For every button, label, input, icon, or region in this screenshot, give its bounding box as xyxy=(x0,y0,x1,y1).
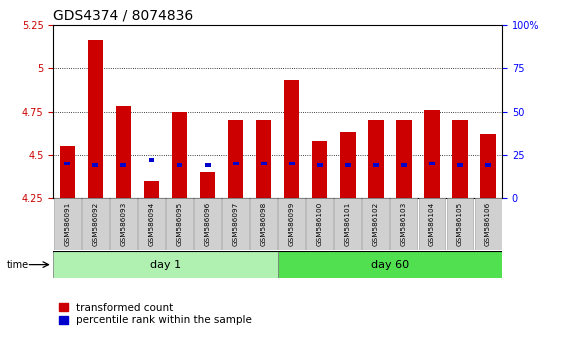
FancyBboxPatch shape xyxy=(419,198,445,250)
Bar xyxy=(452,120,468,198)
Text: GSM586095: GSM586095 xyxy=(177,202,182,246)
Bar xyxy=(485,164,491,167)
Bar xyxy=(233,162,238,165)
Text: GSM586091: GSM586091 xyxy=(65,202,70,246)
FancyBboxPatch shape xyxy=(362,198,389,250)
FancyBboxPatch shape xyxy=(278,198,305,250)
Bar xyxy=(116,106,131,198)
Bar xyxy=(312,141,328,198)
FancyBboxPatch shape xyxy=(222,198,249,250)
Bar xyxy=(368,120,384,198)
Text: GSM586094: GSM586094 xyxy=(149,202,154,246)
Text: day 1: day 1 xyxy=(150,259,181,270)
Text: GSM586103: GSM586103 xyxy=(401,202,407,246)
Bar xyxy=(121,164,126,167)
Text: GDS4374 / 8074836: GDS4374 / 8074836 xyxy=(53,8,194,22)
Bar xyxy=(396,120,412,198)
Bar xyxy=(401,164,407,167)
Bar xyxy=(177,164,182,167)
Text: GSM586098: GSM586098 xyxy=(261,202,266,246)
FancyBboxPatch shape xyxy=(82,198,109,250)
FancyBboxPatch shape xyxy=(166,198,193,250)
Bar xyxy=(424,110,440,198)
FancyBboxPatch shape xyxy=(447,198,473,250)
Bar xyxy=(284,80,300,198)
Text: time: time xyxy=(7,259,29,270)
Text: GSM586092: GSM586092 xyxy=(93,202,98,246)
FancyBboxPatch shape xyxy=(334,198,361,250)
Bar xyxy=(200,172,215,198)
Bar xyxy=(93,164,98,167)
Bar xyxy=(317,164,323,167)
FancyBboxPatch shape xyxy=(53,251,278,278)
Text: day 60: day 60 xyxy=(371,259,409,270)
Bar xyxy=(88,40,103,198)
Bar xyxy=(65,162,70,165)
FancyBboxPatch shape xyxy=(138,198,165,250)
FancyBboxPatch shape xyxy=(54,198,81,250)
Bar xyxy=(373,164,379,167)
Bar xyxy=(256,120,272,198)
FancyBboxPatch shape xyxy=(110,198,137,250)
FancyBboxPatch shape xyxy=(390,198,417,250)
Bar xyxy=(457,164,463,167)
FancyBboxPatch shape xyxy=(250,198,277,250)
Bar xyxy=(144,181,159,198)
Text: GSM586101: GSM586101 xyxy=(345,202,351,246)
Bar xyxy=(340,132,356,198)
Bar xyxy=(261,162,266,165)
Text: GSM586096: GSM586096 xyxy=(205,202,210,246)
Bar xyxy=(289,162,295,165)
Text: GSM586097: GSM586097 xyxy=(233,202,238,246)
Text: GSM586104: GSM586104 xyxy=(429,202,435,246)
Bar xyxy=(172,112,187,198)
Text: GSM586099: GSM586099 xyxy=(289,202,295,246)
Text: GSM586106: GSM586106 xyxy=(485,202,491,246)
Text: GSM586102: GSM586102 xyxy=(373,202,379,246)
Text: GSM586100: GSM586100 xyxy=(317,202,323,246)
Legend: transformed count, percentile rank within the sample: transformed count, percentile rank withi… xyxy=(58,303,252,325)
Bar xyxy=(205,164,210,167)
FancyBboxPatch shape xyxy=(278,251,502,278)
FancyBboxPatch shape xyxy=(194,198,221,250)
Bar xyxy=(345,164,351,167)
Bar xyxy=(228,120,243,198)
Bar xyxy=(429,162,435,165)
Text: GSM586093: GSM586093 xyxy=(121,202,126,246)
Bar xyxy=(480,134,496,198)
Bar xyxy=(59,146,75,198)
FancyBboxPatch shape xyxy=(306,198,333,250)
Text: GSM586105: GSM586105 xyxy=(457,202,463,246)
FancyBboxPatch shape xyxy=(475,198,502,250)
Bar xyxy=(149,158,154,162)
